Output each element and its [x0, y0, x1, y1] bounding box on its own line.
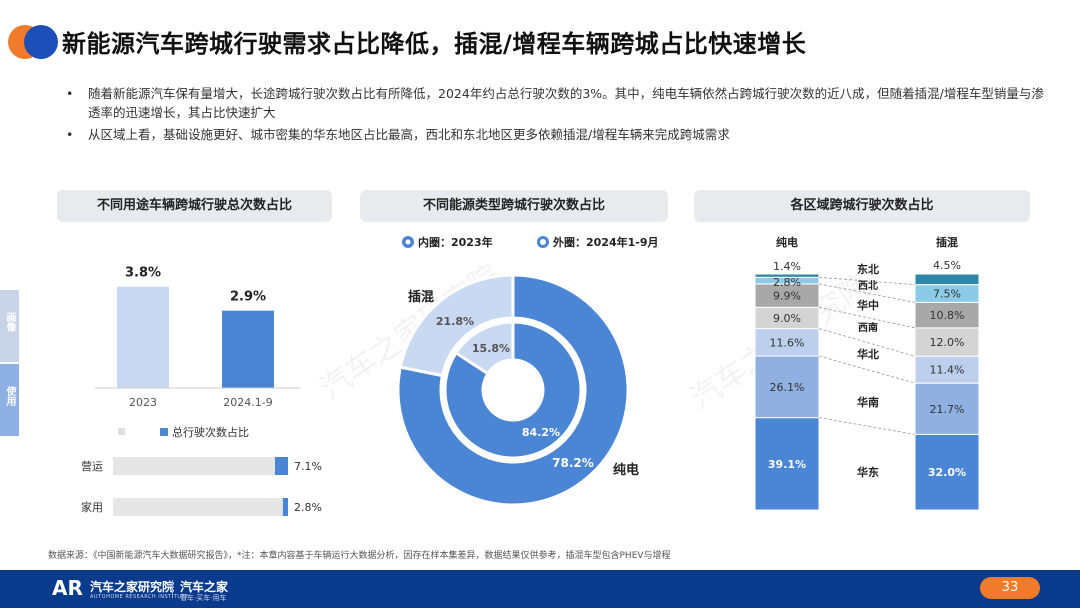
legend-label: 内圈：2023年 — [418, 235, 493, 249]
region-label: 华中 — [857, 298, 879, 312]
hbar-营运 — [275, 457, 288, 475]
panel-title-energy: 不同能源类型跨城行驶次数占比 — [360, 190, 668, 222]
bar-2023 — [117, 286, 169, 388]
connector-line — [818, 283, 916, 303]
stack-seg-华南 — [754, 355, 820, 419]
stack-category-label: 插混 — [936, 235, 958, 249]
stack-seg-华东 — [754, 417, 820, 511]
stack-value-label: 1.4% — [773, 260, 801, 273]
stack-value-label: 2.8% — [773, 276, 801, 289]
brand-name: 汽车之家 — [180, 580, 229, 594]
side-tab-label: 使用 — [4, 386, 15, 406]
vertical-bar-chart: 3.8% 2023 2.9% 2024.1-9 总行驶次数占比 — [95, 266, 300, 439]
stack-seg-华南 — [914, 382, 980, 435]
bullet-text: 随着新能源汽车保有量增大，长途跨城行驶次数占比有所降低，2024年约占总行驶次数… — [88, 86, 1044, 120]
bar-value-label: 3.8% — [125, 266, 161, 281]
stack-value-label: 21.7% — [930, 403, 965, 416]
hbar-value-label: 7.1% — [294, 460, 322, 473]
region-label: 西南 — [858, 321, 878, 334]
hbar-value-label: 2.8% — [294, 501, 322, 514]
bullet-text: 从区域上看，基础设施更好、城市密集的华东地区占比最高，西北和东北地区更多依赖插混… — [88, 127, 730, 142]
stack-seg-东北 — [914, 273, 980, 286]
panel-title-usage: 不同用途车辆跨城行驶总次数占比 — [57, 190, 332, 222]
legend-swatch-grey — [118, 428, 125, 435]
ar-logo: AR — [52, 576, 83, 600]
stack-value-label: 12.0% — [930, 336, 965, 349]
legend-swatch — [160, 428, 168, 436]
brand-slogan: 看车·买车·用车 — [180, 594, 227, 602]
bullet-item: • 从区域上看，基础设施更好、城市密集的华东地区占比最高，西北和东北地区更多依赖… — [64, 125, 1054, 144]
outer-slice-纯电 — [396, 273, 630, 507]
connector-line — [818, 328, 916, 357]
bullet-list: • 随着新能源汽车保有量增大，长途跨城行驶次数占比有所降低，2024年约占总行驶… — [64, 84, 1054, 147]
org-name-en: AUTOHOME RESEARCH INSTITUTE — [90, 594, 189, 600]
stack-value-label: 11.4% — [930, 364, 965, 377]
side-tab-usage[interactable]: 使用 — [0, 364, 19, 436]
connector-line — [818, 276, 916, 286]
stack-value-label: 9.9% — [773, 290, 801, 303]
stack-seg-华北 — [914, 355, 980, 384]
region-label: 华北 — [857, 347, 879, 361]
stack-value-label: 7.5% — [933, 287, 961, 300]
hbar-track — [113, 457, 288, 475]
hbar-category-label: 家用 — [81, 500, 103, 514]
category-label: 纯电 — [613, 462, 639, 478]
connector-line — [818, 417, 916, 435]
region-label: 东北 — [857, 262, 879, 276]
x-tick-label: 2023 — [129, 396, 157, 409]
page-number: 33 — [980, 577, 1040, 599]
stack-seg-东北 — [754, 273, 820, 278]
stack-value-label: 4.5% — [933, 259, 961, 272]
bullet-item: • 随着新能源汽车保有量增大，长途跨城行驶次数占比有所降低，2024年约占总行驶… — [64, 84, 1054, 122]
bar-2024.1-9 — [222, 310, 274, 388]
stack-value-label: 9.0% — [773, 312, 801, 325]
region-label: 华东 — [857, 465, 879, 479]
stack-value-label: 26.1% — [770, 381, 805, 394]
stacked-bar-chart: 纯电 插混 39.1% 26.1% 11.6% 9.0% 9.9%2.8% 1.4% 32.0%… — [754, 235, 980, 511]
legend-marker-center — [405, 239, 411, 245]
stack-seg-华北 — [754, 328, 820, 357]
inner-label: 84.2% — [522, 426, 560, 439]
region-label: 华南 — [857, 395, 879, 409]
stack-value-label: 32.0% — [928, 466, 966, 479]
logo-circle-blue — [24, 25, 58, 59]
bar-value-label: 2.9% — [230, 290, 266, 305]
data-source-note: 数据来源：《中国新能源汽车大数据研究报告》，*注：本章内容基于车辆运行大数据分析… — [48, 551, 671, 561]
stack-seg-华中 — [914, 301, 980, 329]
footer-bar — [0, 570, 1080, 608]
hbar-家用 — [282, 498, 288, 516]
x-tick-label: 2024.1-9 — [223, 396, 272, 409]
inner-slice-插混 — [453, 320, 515, 376]
side-tab-label: 画像 — [4, 312, 15, 332]
stack-category-label: 纯电 — [776, 235, 798, 249]
legend-marker-center — [540, 239, 546, 245]
footer-divider — [172, 580, 173, 598]
org-name: 汽车之家研究院 — [90, 580, 175, 594]
inner-label: 15.8% — [472, 342, 510, 355]
horizontal-bar-chart: 7.1% 营运 2.8% 家用 — [81, 457, 322, 516]
category-label: 插混 — [408, 289, 434, 305]
stack-value-label: 39.1% — [768, 458, 806, 471]
side-tab-profile[interactable]: 画像 — [0, 290, 19, 362]
stack-value-label: 11.6% — [770, 336, 805, 349]
panel-title-region: 各区域跨城行驶次数占比 — [694, 190, 1030, 222]
connector-line — [818, 355, 916, 384]
region-label: 西北 — [858, 279, 878, 292]
stack-value-label: 10.8% — [930, 309, 965, 322]
outer-label: 21.8% — [436, 315, 474, 328]
page-title: 新能源汽车跨城行驶需求占比降低，插混/增程车辆跨城占比快速增长 — [62, 30, 807, 58]
stack-seg-华东 — [914, 433, 980, 511]
connector-line — [818, 306, 916, 329]
bullet-dot: • — [66, 127, 74, 142]
hbar-category-label: 营运 — [81, 459, 103, 473]
inner-slice-纯电 — [443, 320, 583, 460]
legend-label: 总行驶次数占比 — [172, 425, 249, 439]
bullet-dot: • — [66, 86, 74, 101]
outer-label: 78.2% — [552, 456, 594, 470]
legend-label: 外圈：2024年1-9月 — [552, 235, 659, 249]
hbar-track — [113, 498, 288, 516]
outer-slice-插混 — [398, 273, 515, 378]
